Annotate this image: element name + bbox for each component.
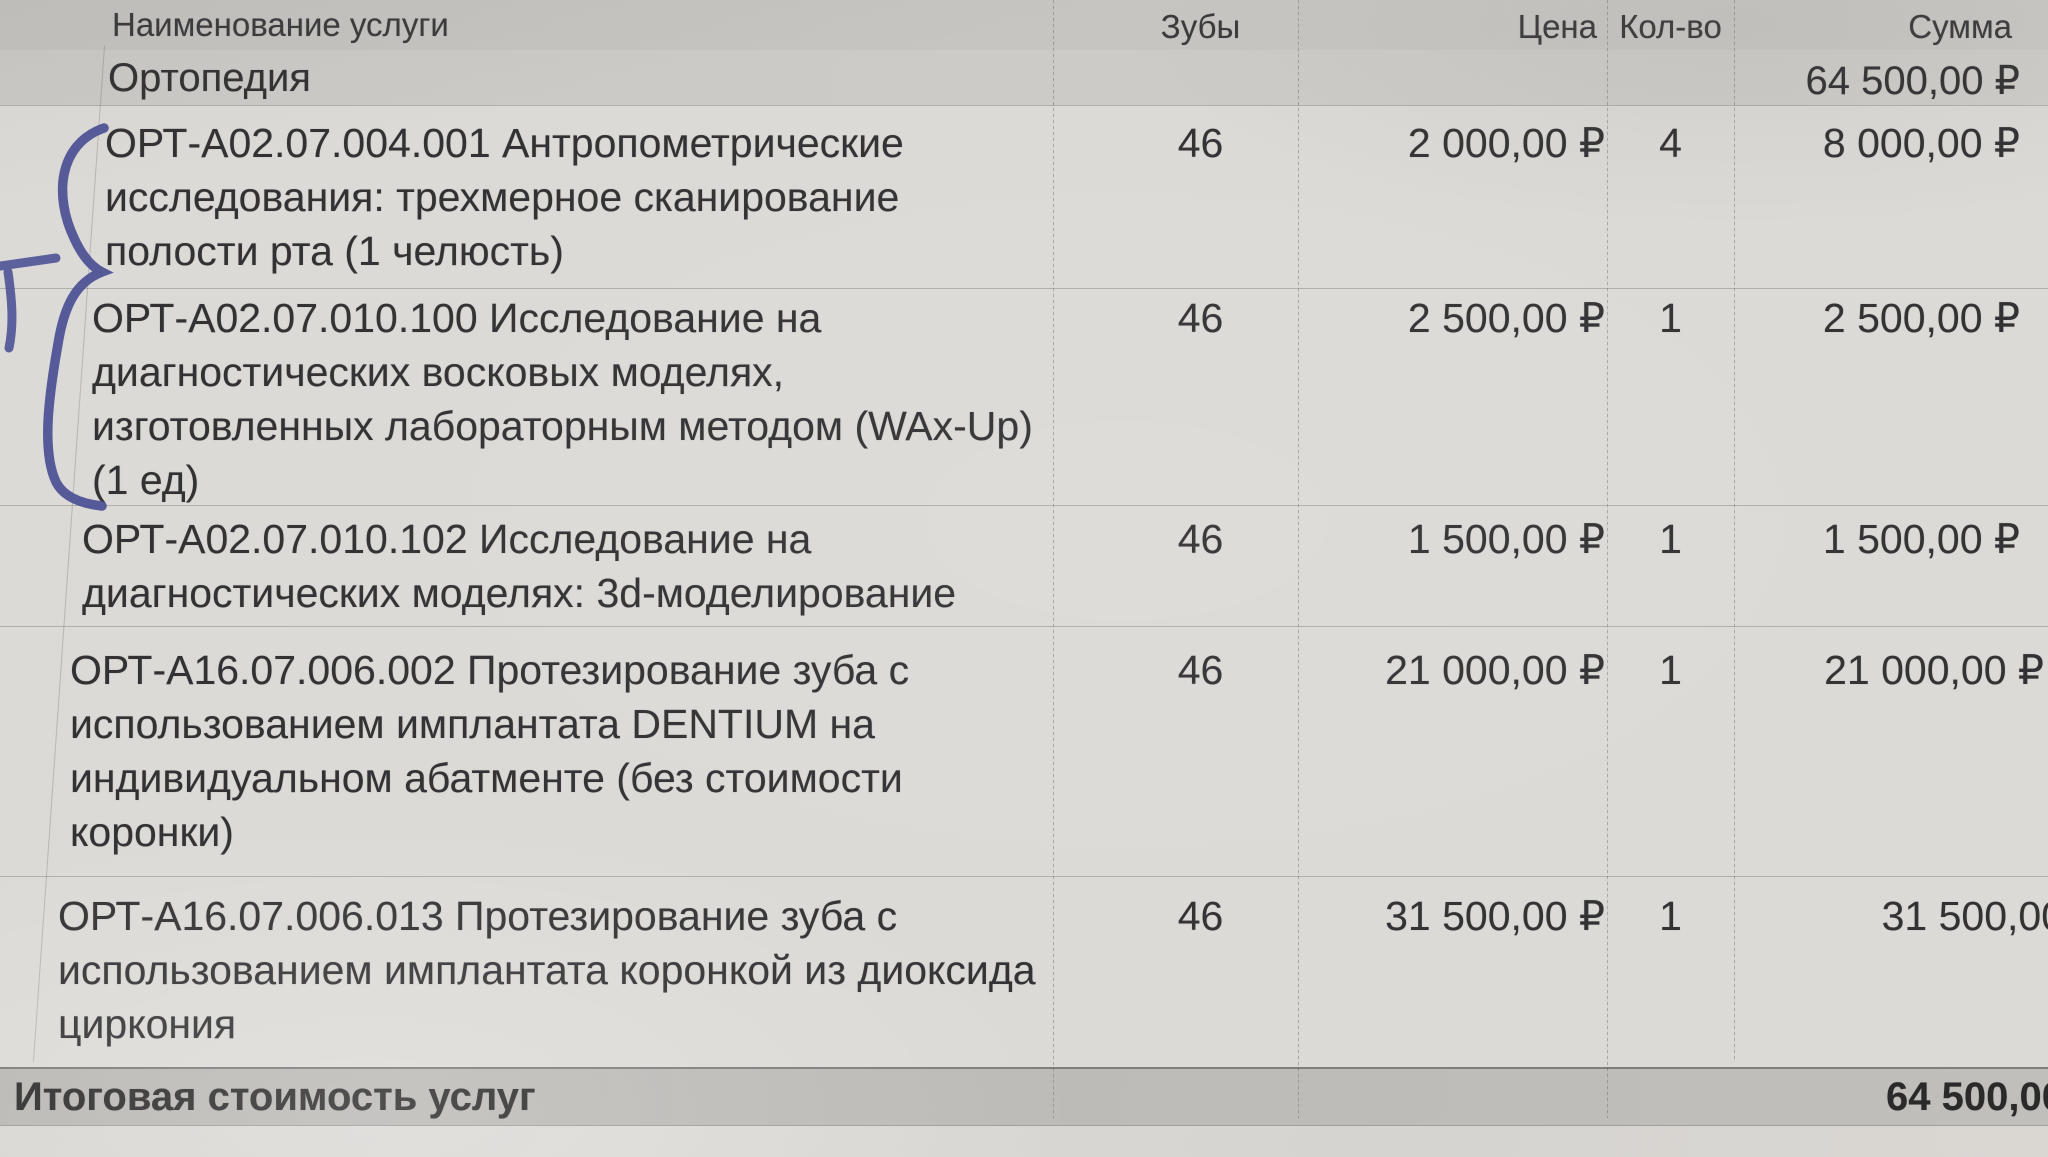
column-header-qty: Кол-во xyxy=(1619,8,1722,45)
service-name: ОРТ-А02.07.010.100 Исследование на диагн… xyxy=(92,295,1033,503)
table-header-row: Наименование услуги Зубы Цена Кол-во Сум… xyxy=(0,0,2048,50)
table-row: ОРТ-А02.07.004.001 Антропометрические ис… xyxy=(0,105,2048,288)
service-name: ОРТ-А02.07.010.102 Исследование на диагн… xyxy=(82,516,957,616)
table-row: ОРТ-А02.07.010.102 Исследование на диагн… xyxy=(0,505,2048,626)
teeth-cell: 46 xyxy=(1177,516,1224,562)
qty-cell: 1 xyxy=(1659,647,1682,693)
total-label: Итоговая стоимость услуг xyxy=(14,1074,536,1119)
handwritten-brace-icon xyxy=(43,123,114,511)
handwritten-mark-icon xyxy=(0,253,61,353)
teeth-cell: 46 xyxy=(1177,120,1224,166)
column-header-price: Цена xyxy=(1517,8,1597,45)
price-cell: 2 500,00 ₽ xyxy=(1407,295,1605,341)
service-name: ОРТ-А16.07.006.013 Протезирование зуба с… xyxy=(58,893,1036,1047)
total-row: Итоговая стоимость услуг 64 500,00 xyxy=(0,1067,2048,1126)
price-cell: 21 000,00 ₽ xyxy=(1385,647,1605,693)
qty-cell: 1 xyxy=(1659,516,1682,562)
qty-cell: 4 xyxy=(1659,120,1682,166)
sum-cell: 21 000,00 ₽ xyxy=(1824,647,2044,693)
teeth-cell: 46 xyxy=(1177,893,1224,939)
column-divider xyxy=(1734,0,1735,1062)
table-row: ОРТ-А16.07.006.013 Протезирование зуба с… xyxy=(0,876,2048,1067)
category-name: Ортопедия xyxy=(108,56,311,100)
column-divider xyxy=(1298,0,1299,1118)
column-header-sum: Сумма xyxy=(1908,8,2012,45)
column-header-teeth: Зубы xyxy=(1160,8,1241,45)
price-cell: 1 500,00 ₽ xyxy=(1407,516,1605,562)
qty-cell: 1 xyxy=(1659,893,1682,939)
category-total: 64 500,00 ₽ xyxy=(1805,59,2020,103)
price-cell: 2 000,00 ₽ xyxy=(1407,120,1605,166)
sum-cell: 8 000,00 ₽ xyxy=(1822,120,2020,166)
service-name: ОРТ-А02.07.004.001 Антропометрические ис… xyxy=(105,120,904,274)
table-row: ОРТ-А16.07.006.002 Протезирование зуба с… xyxy=(0,626,2048,876)
category-row-orthopedics: Ортопедия 64 500,00 ₽ xyxy=(0,50,2048,105)
sum-cell: 1 500,00 ₽ xyxy=(1822,516,2020,562)
sum-cell: 2 500,00 ₽ xyxy=(1822,295,2020,341)
teeth-cell: 46 xyxy=(1177,647,1224,693)
sum-cell: 31 500,00 xyxy=(1881,893,2048,939)
table-row: ОРТ-А02.07.010.100 Исследование на диагн… xyxy=(0,288,2048,505)
qty-cell: 1 xyxy=(1659,295,1682,341)
column-divider xyxy=(1607,0,1608,1118)
service-name: ОРТ-А16.07.006.002 Протезирование зуба с… xyxy=(70,647,910,855)
teeth-cell: 46 xyxy=(1177,295,1224,341)
services-table: Наименование услуги Зубы Цена Кол-во Сум… xyxy=(0,0,2048,1126)
column-header-service: Наименование услуги xyxy=(112,6,449,43)
column-divider xyxy=(1053,0,1054,1118)
price-cell: 31 500,00 ₽ xyxy=(1385,893,1605,939)
total-value: 64 500,00 xyxy=(1886,1074,2048,1119)
